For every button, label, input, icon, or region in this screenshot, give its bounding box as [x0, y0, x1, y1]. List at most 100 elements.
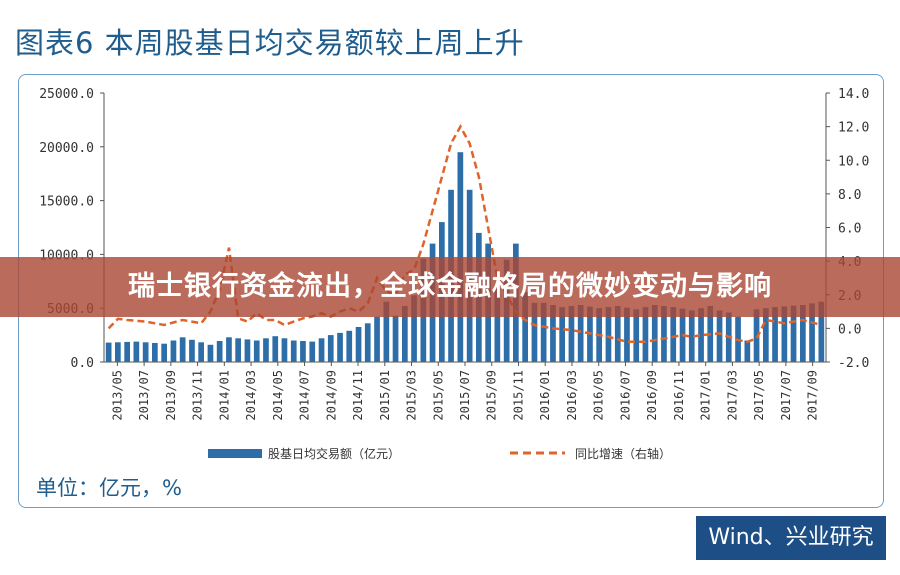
- x-tick-label-6: 2014/05: [271, 370, 285, 421]
- bar-volume-0: [105, 342, 112, 362]
- y2-tick-label-1: 12.0: [838, 121, 869, 136]
- bar-volume-8: [179, 337, 186, 362]
- bar-volume-3: [133, 341, 140, 362]
- x-tick-label-26: 2017/09: [806, 370, 820, 421]
- bar-volume-76: [809, 303, 815, 362]
- bar-volume-9: [189, 339, 195, 362]
- x-tick-label-22: 2017/01: [699, 370, 713, 421]
- bar-volume-73: [781, 306, 788, 362]
- bar-volume-48: [550, 305, 556, 362]
- figure-title: 图表6 本周股基日均交易额较上周上升: [15, 26, 525, 60]
- y2-tick-label-0: 14.0: [838, 87, 869, 102]
- bar-volume-54: [605, 307, 612, 362]
- y-tick-label-0: 25000.0: [39, 87, 94, 102]
- bar-volume-5: [152, 343, 158, 362]
- bar-volume-22: [309, 341, 316, 362]
- legend-label-volume: 股基日均交易额（亿元）: [268, 446, 400, 461]
- bar-volume-28: [364, 323, 371, 362]
- bar-volume-59: [651, 305, 658, 362]
- source-box: Wind、兴业研究: [696, 516, 886, 560]
- x-tick-label-0: 2013/05: [110, 370, 124, 421]
- x-tick-label-15: 2015/11: [512, 370, 526, 421]
- bar-volume-71: [763, 308, 769, 362]
- y-tick-label-5: 0.0: [71, 356, 94, 371]
- bar-volume-13: [226, 337, 232, 362]
- bar-volume-51: [577, 305, 584, 362]
- x-tick-label-17: 2016/03: [565, 370, 579, 421]
- bar-volume-24: [327, 335, 334, 362]
- x-tick-label-12: 2015/05: [431, 370, 445, 421]
- bar-volume-57: [633, 309, 640, 362]
- x-tick-label-25: 2017/07: [779, 370, 793, 421]
- x-tick-label-19: 2016/07: [618, 370, 632, 421]
- bar-volume-16: [253, 340, 260, 362]
- unit-label: 单位：亿元，%: [36, 476, 182, 500]
- bar-volume-10: [198, 342, 204, 362]
- y2-tick-label-3: 8.0: [838, 188, 861, 203]
- x-tick-label-8: 2014/09: [324, 370, 338, 421]
- bar-volume-14: [235, 338, 241, 362]
- x-tick-label-24: 2017/05: [752, 370, 766, 421]
- y-tick-label-2: 15000.0: [39, 195, 94, 210]
- x-tick-label-4: 2014/01: [217, 370, 231, 421]
- bar-volume-25: [337, 332, 343, 362]
- legend-bar-swatch: [208, 449, 262, 458]
- x-tick-label-5: 2014/03: [244, 370, 258, 421]
- bar-volume-61: [670, 307, 677, 362]
- bar-volume-42: [494, 286, 501, 362]
- bar-volume-1: [115, 342, 121, 362]
- legend: 股基日均交易额（亿元） 同比增速（右轴）: [208, 446, 671, 461]
- bar-volume-32: [402, 306, 408, 362]
- y2-tick-label-2: 10.0: [838, 154, 869, 169]
- y2-tick-label-7: 0.0: [838, 322, 861, 337]
- bar-volume-4: [142, 342, 149, 362]
- bar-volume-63: [688, 310, 695, 362]
- bar-volume-77: [818, 301, 825, 362]
- x-tick-label-21: 2016/11: [672, 370, 686, 421]
- bar-volume-18: [272, 336, 279, 362]
- bar-volume-47: [540, 302, 547, 362]
- overlay-banner-text: 瑞士银行资金流出，全球金融格局的微妙变动与影响: [128, 271, 772, 302]
- y2-tick-label-4: 6.0: [838, 222, 861, 237]
- bar-volume-75: [800, 305, 806, 362]
- bar-volume-23: [318, 338, 325, 362]
- x-tick-label-1: 2013/07: [137, 370, 151, 421]
- series-line-growth: [107, 124, 822, 344]
- overlay-banner: [0, 257, 900, 317]
- x-tick-label-23: 2017/03: [725, 370, 739, 421]
- bar-volume-70: [753, 309, 760, 362]
- x-tick-label-20: 2016/09: [645, 370, 659, 421]
- bar-volume-2: [124, 341, 130, 362]
- x-tick-label-11: 2015/03: [405, 370, 419, 421]
- x-tick-label-10: 2015/01: [378, 370, 392, 421]
- bar-volume-66: [716, 310, 723, 362]
- bar-volume-45: [522, 292, 528, 362]
- bar-volume-30: [383, 301, 390, 362]
- bar-volume-69: [744, 340, 751, 362]
- bar-volume-12: [216, 341, 223, 362]
- bar-volume-11: [207, 344, 214, 362]
- x-tick-label-9: 2014/11: [351, 370, 365, 421]
- bar-volume-27: [355, 327, 362, 362]
- line-layer: [107, 124, 822, 344]
- legend-label-growth: 同比增速（右轴）: [575, 446, 671, 461]
- bar-volume-20: [290, 340, 297, 362]
- bar-volume-7: [170, 340, 177, 362]
- bar-volume-64: [698, 308, 704, 362]
- x-tick-label-7: 2014/07: [298, 370, 312, 421]
- bar-volume-74: [790, 305, 797, 362]
- bar-volume-17: [263, 338, 269, 362]
- bar-volume-58: [642, 307, 649, 362]
- bar-volume-49: [559, 307, 565, 362]
- bar-volume-55: [614, 306, 621, 362]
- bar-volume-50: [568, 306, 575, 362]
- bar-volume-19: [281, 338, 288, 362]
- x-tick-label-2: 2013/09: [164, 370, 178, 421]
- bar-volume-72: [772, 307, 778, 362]
- bar-volume-31: [392, 315, 399, 362]
- x-tick-label-18: 2016/05: [592, 370, 606, 421]
- bar-volume-15: [244, 339, 251, 362]
- bar-volume-60: [661, 306, 667, 362]
- bar-volume-26: [346, 330, 353, 362]
